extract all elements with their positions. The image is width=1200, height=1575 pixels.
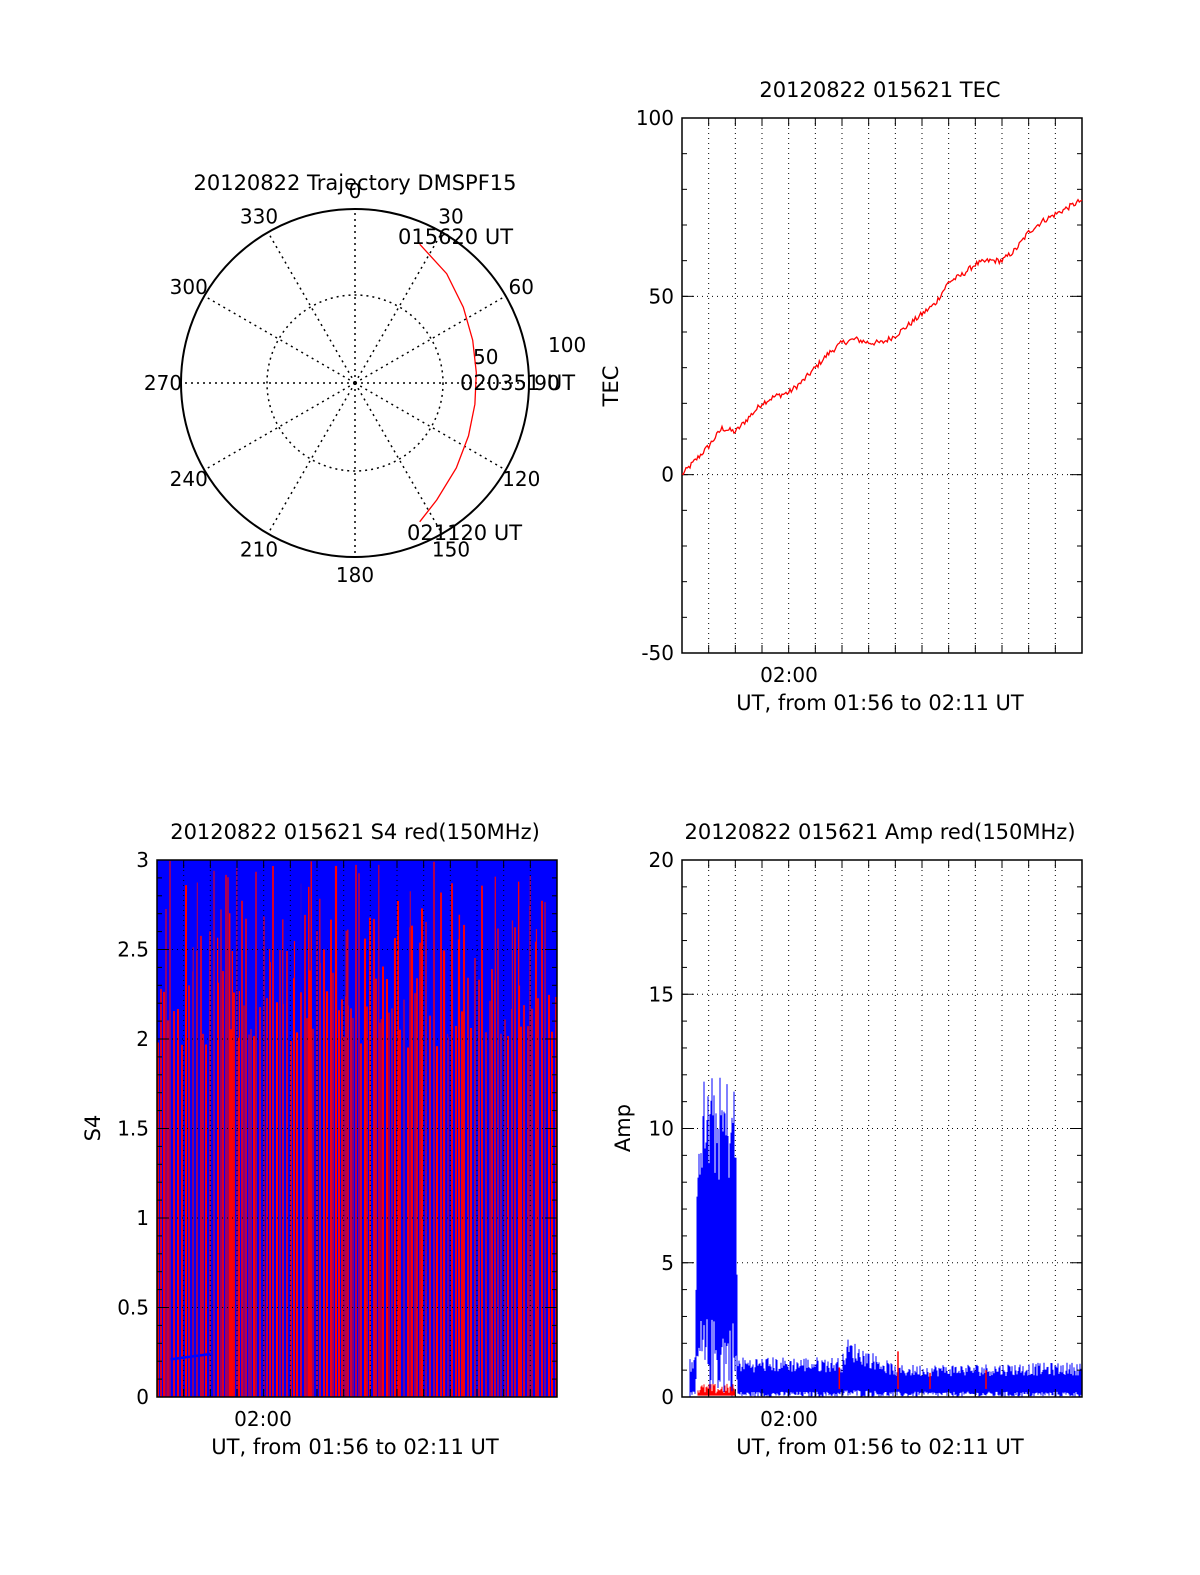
tec-x-tick-0200: 02:00 — [760, 663, 818, 687]
s4-blue-baseline — [170, 1352, 211, 1361]
amp-ytick-label-20: 20 — [649, 848, 674, 872]
polar-spoke-60 — [354, 295, 507, 384]
polar-azimuth-label-30: 30 — [438, 205, 463, 229]
polar-inner-circle — [266, 294, 444, 472]
trajectory-line — [419, 243, 477, 523]
polar-azimuth-label-330: 330 — [240, 205, 278, 229]
polar-azimuth-label-240: 240 — [170, 467, 208, 491]
amp-plot: 20120822 015621 Amp red(150MHz) 20 15 10 5 0… — [611, 820, 1083, 1459]
polar-radial-label-50: 50 — [473, 345, 498, 369]
s4-ylabel: S4 — [81, 1115, 105, 1142]
tec-ytick-label-100: 100 — [636, 106, 674, 130]
tec-x-minor-ticks — [708, 118, 1056, 653]
amp-xlabel: UT, from 01:56 to 02:11 UT — [736, 1435, 1024, 1459]
polar-radial-label-100: 100 — [548, 333, 586, 357]
s4-plot: 20120822 015621 S4 red(150MHz) 3 2.5 2 1.5 1… — [81, 820, 558, 1459]
tec-grid — [682, 118, 1082, 653]
amp-grid — [682, 860, 1082, 1397]
s4-ytick-label-1.5: 1.5 — [117, 1117, 149, 1141]
polar-azimuth-label-0: 0 — [349, 179, 362, 203]
polar-spoke-120 — [354, 382, 507, 471]
tec-title: 20120822 015621 TEC — [759, 78, 1000, 102]
polar-spoke-330 — [267, 231, 356, 384]
s4-ytick-label-2.5: 2.5 — [117, 938, 149, 962]
s4-title: 20120822 015621 S4 red(150MHz) — [170, 820, 540, 844]
amp-ytick-label-10: 10 — [649, 1117, 674, 1141]
polar-azimuth-label-60: 60 — [509, 275, 534, 299]
polar-title: 20120822 Trajectory DMSPF15 — [193, 171, 516, 195]
amp-noise — [689, 1077, 1082, 1397]
s4-x-tick-0200: 02:00 — [234, 1407, 292, 1431]
polar-spoke-300 — [203, 295, 356, 384]
s4-ytick-label-0.5: 0.5 — [117, 1296, 149, 1320]
polar-outer-circle — [180, 208, 530, 558]
amp-ytick-label-0: 0 — [661, 1385, 674, 1409]
trajectory-mid-label: 020351 UT — [460, 371, 575, 395]
tec-ylabel: TEC — [599, 366, 623, 408]
polar-spokes — [181, 209, 529, 557]
tec-ytick-label-50: 50 — [649, 284, 674, 308]
tec-frame — [681, 117, 1083, 654]
s4-ytick-label-1: 1 — [136, 1206, 149, 1230]
tec-xlabel: UT, from 01:56 to 02:11 UT — [736, 691, 1024, 715]
tec-ytick-label--50: -50 — [641, 641, 674, 665]
polar-azimuth-label-120: 120 — [502, 467, 540, 491]
amp-title: 20120822 015621 Amp red(150MHz) — [684, 820, 1075, 844]
tec-ytick-label-0: 0 — [661, 463, 674, 487]
polar-azimuth-label-270: 270 — [144, 371, 182, 395]
polar-azimuth-label-180: 180 — [336, 563, 374, 587]
s4-y-ticks: 3 2.5 2 1.5 1 0.5 0 — [117, 848, 557, 1409]
amp-y-ticks: 20 15 10 5 0 — [649, 848, 1082, 1409]
polar-azimuth-label-90: 90 — [534, 371, 559, 395]
polar-spoke-210 — [267, 382, 356, 535]
tec-y-ticks: 100 50 0 -50 — [636, 106, 1082, 665]
amp-ytick-label-15: 15 — [649, 982, 674, 1006]
trajectory-start-label: 015620 UT — [398, 225, 513, 249]
s4-xlabel: UT, from 01:56 to 02:11 UT — [211, 1435, 499, 1459]
s4-ytick-label-3: 3 — [136, 848, 149, 872]
amp-ylabel: Amp — [611, 1104, 635, 1152]
s4-ytick-label-2: 2 — [136, 1027, 149, 1051]
polar-azimuth-label-210: 210 — [240, 537, 278, 561]
s4-grid — [157, 860, 557, 1397]
polar-spoke-240 — [203, 382, 356, 471]
polar-azimuth-label-300: 300 — [170, 275, 208, 299]
amp-x-tick-0200: 02:00 — [760, 1407, 818, 1431]
polar-azimuth-labels: 0 30 60 90 120 150 180 210 240 270 300 330 — [144, 179, 560, 587]
polar-spoke-150 — [354, 382, 443, 535]
tec-series-line — [681, 198, 1083, 476]
s4-x-minor-ticks — [183, 860, 531, 1397]
polar-spoke-30 — [354, 231, 443, 384]
s4-ytick-label-0: 0 — [136, 1385, 149, 1409]
tec-plot: 20120822 015621 TEC 100 50 0 -50 02:00 UT, … — [599, 78, 1083, 715]
polar-azimuth-label-150: 150 — [432, 537, 470, 561]
amp-x-minor-ticks — [708, 860, 1056, 1397]
amp-ytick-label-5: 5 — [661, 1251, 674, 1275]
trajectory-end-label: 021120 UT — [407, 521, 522, 545]
polar-trajectory-plot: 20120822 Trajectory DMSPF15 0 30 60 90 120 15… — [144, 171, 586, 587]
